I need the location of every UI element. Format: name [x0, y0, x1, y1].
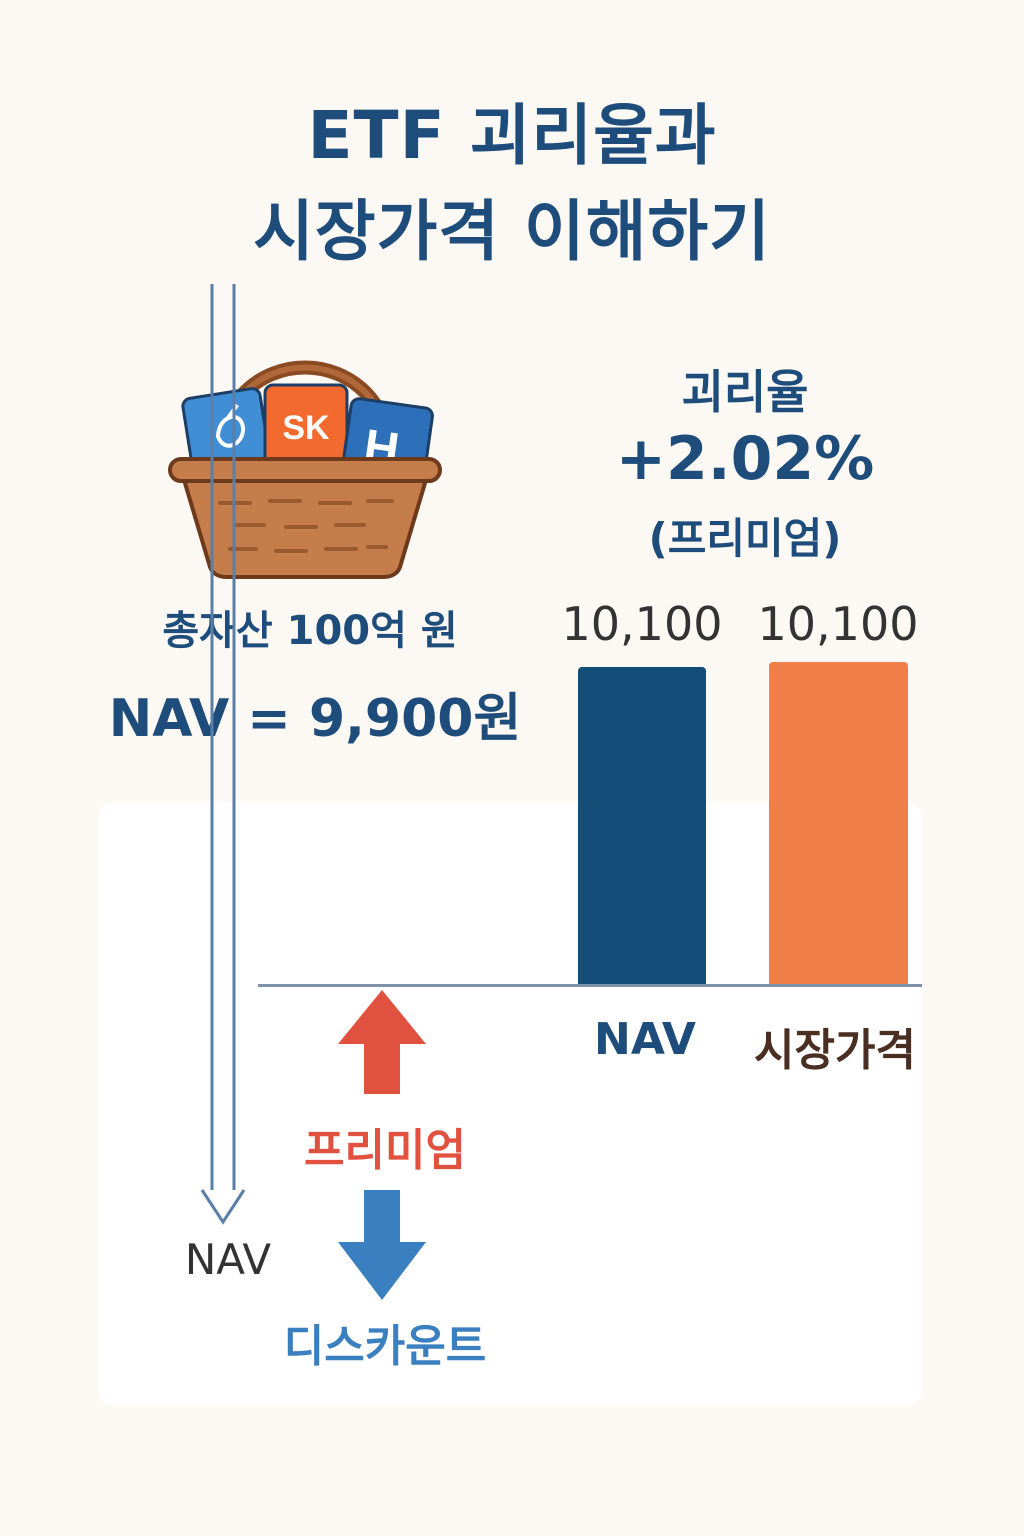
basket-icon: SK H — [168, 360, 442, 579]
nav-bar-category-label: NAV — [594, 1014, 696, 1065]
market-bar-category-label: 시장가격 — [754, 1025, 916, 1076]
sk-card-text: SK — [282, 409, 330, 447]
page-title-line-1: ETF 괴리율과 — [307, 97, 717, 174]
total-assets-text: 총자산 100억 원 — [162, 608, 458, 654]
page-title-line-2: 시장가격 이해하기 — [253, 193, 771, 270]
premium-rate-type: (프리미엄) — [648, 514, 842, 563]
nav-bar-value-label: 10,100 — [561, 597, 723, 651]
discount-down-arrow-icon — [338, 1190, 426, 1300]
nav-down-arrow-icon — [200, 284, 246, 1225]
nav-side-label: NAV — [184, 1235, 272, 1284]
discount-label: 디스카운트 — [283, 1321, 487, 1372]
premium-label: 프리미엄 — [304, 1125, 466, 1176]
market-price-bar — [769, 662, 908, 987]
market-bar-value-label: 10,100 — [757, 597, 919, 651]
nav-equation-text: NAV = 9,900원 — [108, 689, 522, 749]
nav-bar — [578, 667, 706, 987]
premium-rate-label: 괴리율 — [681, 365, 809, 419]
premium-rate-value: +2.02% — [615, 424, 875, 494]
sk-logo-icon: SK — [263, 383, 349, 479]
premium-up-arrow-icon — [338, 990, 426, 1094]
chart-baseline — [258, 984, 922, 987]
